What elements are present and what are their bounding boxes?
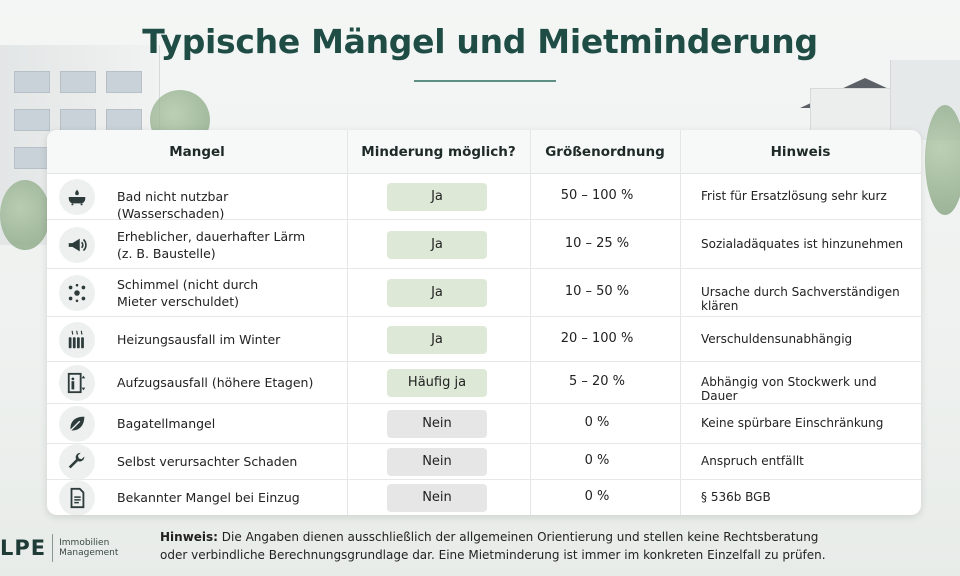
radiator-icon: [59, 321, 95, 358]
defect-label: Selbst verursachter Schaden: [117, 453, 337, 470]
row-hint: Sozialadäquates ist hinzunehmen: [701, 236, 904, 251]
defect-label: Bagatellmangel: [117, 415, 337, 432]
disclaimer-label: Hinweis:: [160, 530, 218, 544]
reduction-range: 0 %: [584, 488, 610, 504]
row-hint: Anspruch entfällt: [701, 454, 804, 468]
reduction-range: 5 – 20 %: [568, 374, 626, 389]
reduction-badge: Ja: [387, 279, 487, 307]
reduction-badge: Ja: [387, 325, 487, 354]
defect-line-2: (z. B. Baustelle): [117, 245, 216, 261]
table-header: Mangel Minderung möglich? Größenordnung …: [47, 130, 921, 174]
reduction-badge: Nein: [387, 448, 487, 476]
defect-line-1: Schimmel (nicht durch: [117, 277, 259, 292]
megaphone-icon: [59, 226, 95, 263]
defect-line-1: Erheblicher, dauerhafter Lärm: [117, 228, 306, 244]
disclaimer-note: Hinweis: Die Angaben dienen ausschließli…: [160, 528, 840, 564]
bathtub-icon: [59, 179, 95, 215]
row-hint: Ursache durch Sachverständigen klären: [701, 285, 900, 313]
logo-line-1: Immobilien: [59, 538, 110, 548]
reduction-badge: Häufig ja: [387, 369, 487, 397]
row-hint: Frist für Ersatzlösung sehr kurz: [701, 189, 887, 203]
row-hint: Verschuldensunabhängig: [701, 331, 853, 346]
logo-text: Immobilien Management: [59, 538, 118, 558]
elevator-icon: [59, 365, 95, 401]
reduction-range: 10 – 25 %: [564, 235, 630, 251]
defects-table: Mangel Minderung möglich? Größenordnung …: [47, 130, 921, 515]
column-divider: [680, 130, 681, 515]
table-row: Bagatellmangel Nein 0 % Keine spürbare Eins…: [47, 404, 921, 444]
table-row: Bad nicht nutzbar (Wasserschaden) Ja 50 – …: [47, 174, 921, 222]
reduction-range: 0 %: [584, 415, 610, 430]
reduction-range: 0 %: [584, 453, 610, 468]
defect-line-1: Bad nicht nutzbar (Wasserschaden): [117, 189, 229, 221]
defect-label: Heizungsausfall im Winter: [117, 331, 337, 348]
defect-label: Schimmel (nicht durch Mieter verschuldet): [117, 276, 337, 310]
row-hint: Abhängig von Stockwerk und Dauer: [701, 375, 877, 403]
reduction-range: 20 – 100 %: [560, 330, 634, 346]
wrench-icon: [59, 444, 95, 480]
header-minderung: Minderung möglich?: [361, 144, 516, 160]
defect-line-1: Aufzugsausfall (höhere Etagen): [117, 375, 314, 390]
table-row: Bekannter Mangel bei Einzug Nein 0 % § 536b…: [47, 479, 921, 515]
header-hinweis: Hinweis: [770, 144, 831, 160]
header-groessenordnung: Größenordnung: [545, 144, 665, 160]
defect-line-1: Bagatellmangel: [117, 416, 216, 431]
logo-line-2: Management: [59, 548, 119, 558]
defect-line-1: Bekannter Mangel bei Einzug: [117, 489, 300, 505]
background-building-right: [890, 60, 960, 140]
page-title: Typische Mängel und Mietminderung: [142, 22, 818, 61]
mold-icon: [59, 275, 95, 311]
disclaimer-text: Die Angaben dienen ausschließlich der al…: [160, 530, 826, 562]
table-row: Schimmel (nicht durch Mieter verschuldet)…: [47, 269, 921, 317]
column-divider: [347, 130, 348, 515]
table-row: Erheblicher, dauerhafter Lärm (z. B. Baus…: [47, 220, 921, 269]
background-tree: [0, 180, 50, 250]
reduction-badge: Ja: [387, 230, 487, 259]
reduction-range: 50 – 100 %: [560, 188, 634, 203]
table-row: Selbst verursachter Schaden Nein 0 % Anspru…: [47, 444, 921, 480]
table-row: Heizungsausfall im Winter Ja 20 – 100 % Ver…: [47, 317, 921, 362]
table-row: Aufzugsausfall (höhere Etagen) Häufig ja 5…: [47, 362, 921, 404]
defect-label: Aufzugsausfall (höhere Etagen): [117, 374, 337, 391]
title-underline: [414, 80, 556, 82]
document-icon: [59, 479, 95, 515]
company-logo: LPE Immobilien Management: [0, 531, 118, 565]
background-tree: [925, 105, 960, 215]
reduction-badge: Nein: [387, 483, 487, 512]
header-mangel: Mangel: [169, 144, 225, 160]
defect-line-1: Heizungsausfall im Winter: [117, 331, 281, 347]
reduction-range: 10 – 50 %: [564, 284, 630, 299]
defect-line-2: Mieter verschuldet): [117, 294, 239, 309]
defect-label: Bekannter Mangel bei Einzug: [117, 489, 337, 506]
logo-mark: LPE: [0, 536, 47, 560]
row-hint: Keine spürbare Einschränkung: [701, 416, 884, 430]
logo-divider: [52, 534, 54, 562]
defect-line-1: Selbst verursachter Schaden: [117, 454, 298, 469]
column-divider: [530, 130, 531, 515]
leaf-icon: [59, 406, 95, 442]
row-hint: § 536b BGB: [701, 489, 771, 504]
defect-label: Bad nicht nutzbar (Wasserschaden): [117, 188, 337, 222]
reduction-badge: Nein: [387, 410, 487, 438]
reduction-badge: Ja: [387, 183, 487, 211]
defect-label: Erheblicher, dauerhafter Lärm (z. B. Baus…: [117, 228, 337, 262]
